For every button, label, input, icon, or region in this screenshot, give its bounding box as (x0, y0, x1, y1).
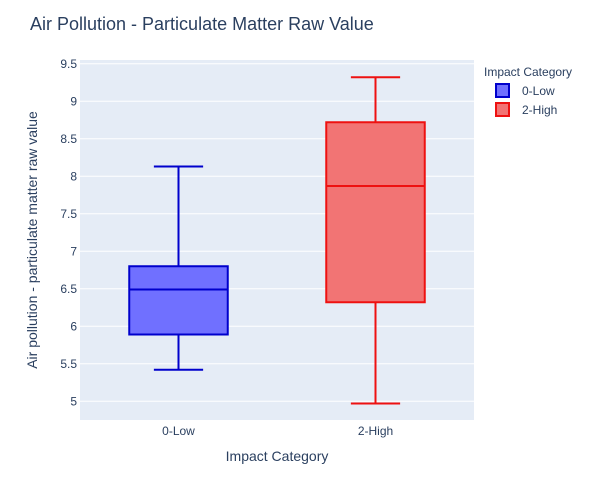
y-tick-label: 7 (70, 244, 77, 258)
box-0-Low (128, 165, 229, 371)
y-tick-labels: 5 5.5 6 6.5 7 7.5 8 8.5 9 9.5 (60, 57, 77, 409)
legend: Impact Category 0-Low 2-High (484, 65, 572, 117)
iqr-box (128, 265, 229, 336)
legend-label: 2-High (522, 103, 557, 117)
legend-item-0-Low: 0-Low (495, 83, 555, 98)
legend-label: 0-Low (522, 84, 555, 98)
y-tick-label: 8.5 (60, 132, 77, 146)
x-tick-label: 2-High (358, 424, 393, 438)
y-tick-label: 7.5 (60, 207, 77, 221)
box-2-High (325, 76, 426, 405)
legend-title: Impact Category (484, 65, 572, 79)
x-tick-label: 0-Low (162, 424, 195, 438)
y-tick-label: 5.5 (60, 357, 77, 371)
y-axis-title: Air pollution - particulate matter raw v… (24, 111, 40, 369)
x-axis-title: Impact Category (226, 448, 329, 464)
chart-title: Air Pollution - Particulate Matter Raw V… (30, 14, 374, 34)
y-tick-label: 9 (70, 94, 77, 108)
boxes (128, 76, 426, 405)
y-tick-label: 6 (70, 319, 77, 333)
y-tick-label: 8 (70, 169, 77, 183)
y-tick-label: 6.5 (60, 282, 77, 296)
legend-swatch (495, 83, 510, 98)
y-tick-label: 5 (70, 394, 77, 408)
legend-swatch (495, 102, 510, 117)
legend-item-2-High: 2-High (495, 102, 557, 117)
x-tick-labels: 0-Low 2-High (162, 424, 393, 438)
y-tick-label: 9.5 (60, 57, 77, 71)
iqr-box (325, 121, 426, 304)
